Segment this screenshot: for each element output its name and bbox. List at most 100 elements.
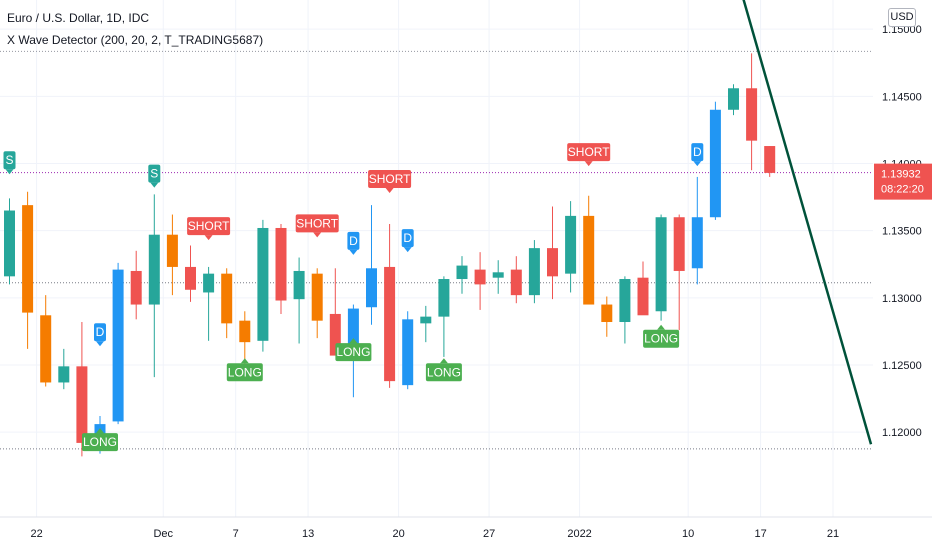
candle-body xyxy=(691,217,703,269)
time-tick-label: 22 xyxy=(30,528,42,540)
last-price-value: 1.13932 xyxy=(881,169,921,181)
signal-text: LONG xyxy=(336,345,370,359)
candle xyxy=(438,276,450,357)
symbol-title[interactable]: Euro / U.S. Dollar, 1D, IDC xyxy=(7,11,150,25)
long-signal: LONG xyxy=(82,428,118,452)
candle-body xyxy=(293,270,305,300)
candle-body xyxy=(148,234,160,305)
signal-text: SHORT xyxy=(369,172,411,186)
candle xyxy=(601,296,613,337)
signal-box xyxy=(295,214,339,233)
signal-pointer xyxy=(240,358,249,364)
candle xyxy=(166,214,178,296)
price-tick-label: 1.14500 xyxy=(882,91,922,103)
signal-box xyxy=(368,170,412,189)
signal-box xyxy=(643,329,680,348)
short-signal: SHORT xyxy=(187,217,231,241)
signal-pointer xyxy=(584,161,593,167)
candle xyxy=(185,245,196,302)
candle-body xyxy=(655,217,667,312)
signal-box xyxy=(226,363,263,382)
candle xyxy=(384,223,396,388)
signal-text: S xyxy=(5,153,13,167)
candle xyxy=(456,256,468,294)
signal-box xyxy=(148,164,161,183)
candle xyxy=(619,276,631,344)
candle-body xyxy=(456,265,468,280)
detect-signal: D xyxy=(347,231,360,255)
currency-badge[interactable]: USD xyxy=(888,8,916,27)
candle-body xyxy=(58,366,70,383)
time-tick-label: 27 xyxy=(483,528,495,540)
signal-pointer xyxy=(349,249,358,255)
candle xyxy=(728,84,739,116)
time-tick-label: 20 xyxy=(392,528,404,540)
candle xyxy=(402,311,414,390)
candle xyxy=(22,191,34,349)
signal-box xyxy=(187,217,231,236)
candle xyxy=(293,257,305,344)
candle-body xyxy=(474,269,486,285)
time-tick-label: 2022 xyxy=(567,528,591,540)
detect-signal: S xyxy=(148,164,161,188)
candle xyxy=(565,201,577,293)
candle-body xyxy=(239,320,251,343)
candle-body xyxy=(275,227,287,301)
candle-body xyxy=(637,277,649,316)
short-signal: SHORT xyxy=(567,143,610,167)
candle xyxy=(58,348,70,390)
candle xyxy=(148,194,160,378)
candle xyxy=(673,214,685,331)
detect-signal: D xyxy=(401,229,414,253)
signal-pointer xyxy=(313,232,322,238)
candle-body xyxy=(221,273,233,324)
signal-box xyxy=(691,143,704,162)
time-tick-label: 13 xyxy=(302,528,314,540)
candle xyxy=(329,268,341,356)
candle xyxy=(257,219,269,352)
signal-text: D xyxy=(96,325,105,339)
time-tick-label: 17 xyxy=(754,528,766,540)
detect-signal: S xyxy=(3,151,16,175)
candle-body xyxy=(203,273,215,293)
indicator-label[interactable]: X Wave Detector (200, 20, 2, T_TRADING56… xyxy=(7,33,264,47)
candle xyxy=(709,101,721,220)
signal-text: SHORT xyxy=(568,145,610,159)
signal-pointer xyxy=(204,235,213,241)
candle-body xyxy=(347,308,359,356)
candle-body xyxy=(112,269,124,422)
candle-body xyxy=(185,266,196,290)
signal-box xyxy=(94,323,106,342)
price-tick-label: 1.12500 xyxy=(882,360,922,372)
candles xyxy=(4,53,776,457)
candle xyxy=(275,223,287,314)
short-signal: SHORT xyxy=(368,170,412,194)
signal-text: LONG xyxy=(427,365,461,379)
candle-body xyxy=(329,313,341,356)
candle-body xyxy=(528,248,540,296)
long-signal: LONG xyxy=(226,358,263,382)
signal-box xyxy=(82,433,118,452)
long-signal: LONG xyxy=(643,324,680,348)
candle-body xyxy=(565,215,577,274)
last-price-box xyxy=(874,163,932,200)
signal-text: S xyxy=(150,167,158,181)
signal-text: D xyxy=(349,234,358,248)
last-price-label: 1.13932 08:22:20 xyxy=(874,163,932,200)
candle-body xyxy=(764,146,776,173)
candle-body xyxy=(492,272,504,278)
candle-body xyxy=(384,266,396,382)
countdown-value: 08:22:20 xyxy=(881,184,924,196)
candle xyxy=(655,214,667,321)
candle-body xyxy=(709,109,721,218)
candle-body xyxy=(166,234,178,267)
grid-lines xyxy=(0,0,873,517)
signal-text: LONG xyxy=(83,435,117,449)
candle-body xyxy=(510,269,522,296)
signal-pointer xyxy=(96,428,104,434)
candle-body xyxy=(601,304,613,323)
signal-text: LONG xyxy=(644,332,678,346)
candle-body xyxy=(420,316,432,324)
candle-body xyxy=(22,205,34,313)
